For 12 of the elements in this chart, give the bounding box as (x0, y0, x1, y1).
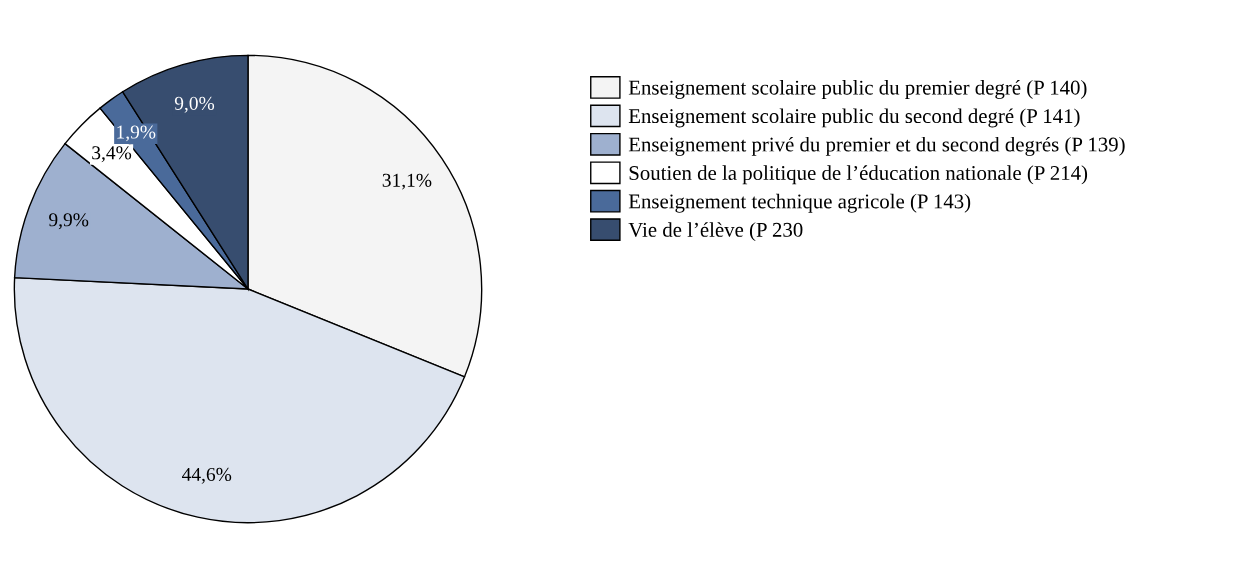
legend-label: Vie de l’élève (P 230 (628, 222, 803, 242)
legend-label: Enseignement privé du premier et du second degrés (P 139) (628, 136, 1125, 156)
legend-label: Enseignement scolaire public du second degré (P 141) (628, 108, 1080, 128)
legend-label: Enseignement scolaire public du premier degré (P 140) (628, 79, 1087, 99)
data-label: 44,6% (182, 467, 232, 484)
data-label: 9,9% (49, 213, 89, 230)
data-label: 9,0% (174, 96, 215, 113)
data-label: 31,1% (382, 173, 432, 190)
legend-label: Soutien de la politique de l’éducation nationale (P 214) (629, 165, 1088, 185)
data-label: 1,9% (117, 125, 156, 142)
legend-label: Enseignement technique agricole (P 143) (628, 193, 971, 213)
data-label: 3,4% (92, 146, 132, 163)
